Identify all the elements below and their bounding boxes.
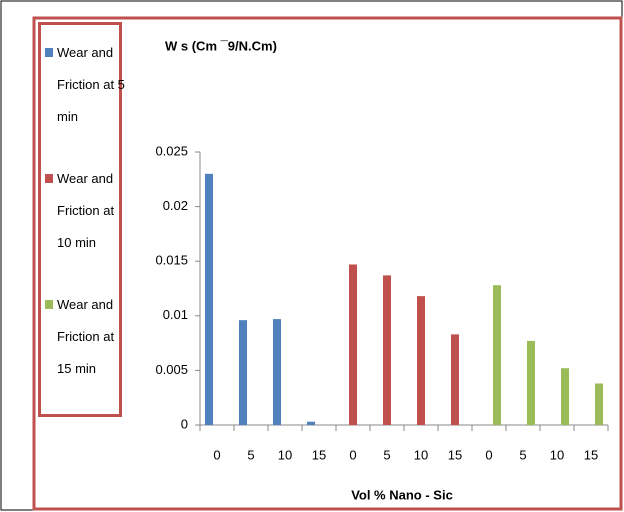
bar bbox=[451, 334, 459, 425]
y-tick-label: 0 bbox=[181, 416, 188, 431]
x-tick-label: 5 bbox=[383, 447, 390, 462]
bar bbox=[595, 383, 603, 425]
chart-frame bbox=[32, 16, 623, 511]
legend-swatch bbox=[45, 174, 53, 183]
legend-entry: Wear and Friction at 5 min bbox=[45, 37, 129, 133]
bar bbox=[239, 320, 247, 425]
y-tick-label: 0.025 bbox=[155, 143, 188, 158]
x-tick-label: 15 bbox=[312, 447, 326, 462]
legend: Wear and Friction at 5 min Wear and Frict… bbox=[38, 22, 125, 417]
legend-label: Wear and Friction at 15 min bbox=[57, 297, 115, 376]
y-tick-label: 0.02 bbox=[163, 198, 188, 213]
x-tick-label: 10 bbox=[414, 447, 428, 462]
legend-entry: Wear and Friction at 15 min bbox=[45, 289, 129, 385]
bar bbox=[561, 368, 569, 425]
legend-label: Wear and Friction at 5 min bbox=[57, 45, 125, 124]
y-axis-title: W s (Cm ¯9/N.Cm) bbox=[165, 38, 277, 53]
bar bbox=[307, 421, 315, 425]
x-tick-label: 5 bbox=[247, 447, 254, 462]
x-tick-label: 10 bbox=[278, 447, 292, 462]
legend-swatch bbox=[45, 300, 53, 309]
x-tick-label: 0 bbox=[485, 447, 492, 462]
legend-label: Wear and Friction at 10 min bbox=[57, 171, 115, 250]
y-tick-label: 0.005 bbox=[155, 362, 188, 377]
bar bbox=[493, 285, 501, 425]
x-tick-label: 15 bbox=[584, 447, 598, 462]
bar bbox=[417, 296, 425, 425]
bar bbox=[205, 173, 213, 425]
x-tick-label: 0 bbox=[349, 447, 356, 462]
x-tick-label: 10 bbox=[550, 447, 564, 462]
y-tick-label: 0.015 bbox=[155, 253, 188, 268]
bar bbox=[527, 340, 535, 425]
bar bbox=[383, 275, 391, 425]
legend-entry: Wear and Friction at 10 min bbox=[45, 163, 129, 259]
bar bbox=[273, 319, 281, 425]
x-axis-title: Vol % Nano - Sic bbox=[351, 487, 453, 502]
x-tick-label: 15 bbox=[448, 447, 462, 462]
x-tick-label: 0 bbox=[213, 447, 220, 462]
bar bbox=[349, 264, 357, 425]
legend-swatch bbox=[45, 48, 53, 57]
x-tick-label: 5 bbox=[519, 447, 526, 462]
y-tick-label: 0.01 bbox=[163, 307, 188, 322]
